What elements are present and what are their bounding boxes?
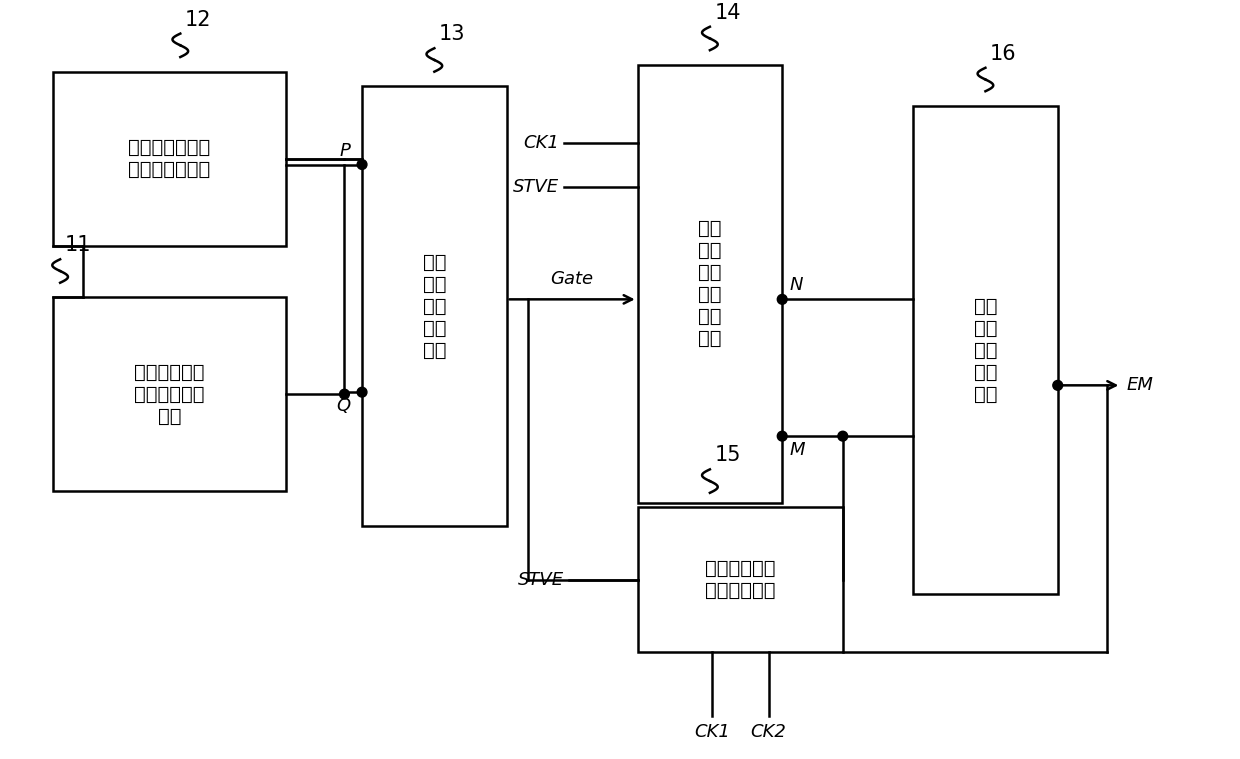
- Bar: [637, 508, 843, 652]
- Text: 11: 11: [64, 235, 91, 255]
- Bar: [362, 87, 507, 526]
- Circle shape: [340, 389, 350, 399]
- Text: M: M: [790, 441, 806, 459]
- Text: STVE: STVE: [513, 178, 559, 196]
- Bar: [913, 106, 1058, 594]
- Bar: [637, 65, 782, 502]
- Text: 第二发光控制
节点控制模块: 第二发光控制 节点控制模块: [704, 559, 775, 600]
- Text: 栅极
驱动
信号
输出
模块: 栅极 驱动 信号 输出 模块: [423, 253, 446, 360]
- Text: N: N: [790, 276, 804, 294]
- Circle shape: [357, 159, 367, 169]
- Text: P: P: [340, 142, 351, 159]
- Text: 12: 12: [185, 10, 211, 30]
- Circle shape: [357, 387, 367, 397]
- Circle shape: [777, 294, 787, 304]
- Text: 第一
发光
控制
节点
控制
模块: 第一 发光 控制 节点 控制 模块: [698, 219, 722, 348]
- Text: 15: 15: [714, 446, 740, 465]
- Text: Gate: Gate: [551, 269, 594, 288]
- Text: Q: Q: [336, 397, 351, 415]
- Text: 14: 14: [714, 3, 740, 23]
- Text: EM: EM: [1126, 376, 1153, 395]
- Circle shape: [777, 431, 787, 441]
- Text: 第一栅极驱动
控制节点控制
模块: 第一栅极驱动 控制节点控制 模块: [134, 363, 205, 426]
- Text: 第二栅极驱动控
制节点控制模块: 第二栅极驱动控 制节点控制模块: [129, 138, 211, 179]
- Text: 发光
控制
信号
输出
模块: 发光 控制 信号 输出 模块: [973, 297, 997, 404]
- Text: 16: 16: [990, 44, 1017, 64]
- Circle shape: [838, 431, 848, 441]
- Text: STVE: STVE: [518, 571, 564, 589]
- Circle shape: [1053, 380, 1063, 390]
- Bar: [53, 71, 286, 246]
- Text: CK2: CK2: [750, 723, 786, 742]
- Bar: [53, 298, 286, 491]
- Text: 13: 13: [439, 24, 465, 44]
- Text: CK1: CK1: [694, 723, 730, 742]
- Text: CK1: CK1: [523, 134, 559, 152]
